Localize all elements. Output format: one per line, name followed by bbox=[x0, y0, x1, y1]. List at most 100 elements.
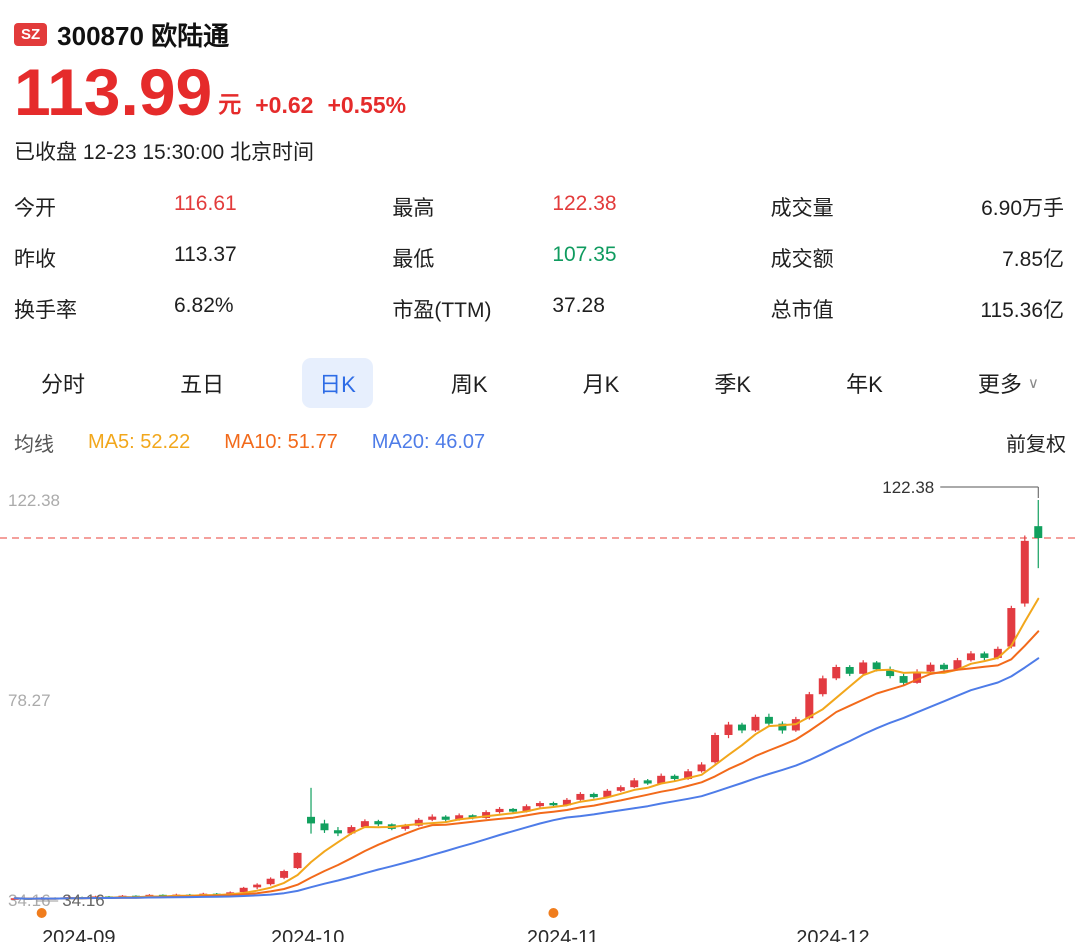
stat-label: 最低 bbox=[392, 247, 435, 271]
candle bbox=[603, 790, 612, 797]
candle bbox=[778, 723, 787, 731]
stat-label: 最高 bbox=[392, 196, 435, 220]
ma5-line bbox=[13, 597, 1040, 900]
candle bbox=[832, 666, 841, 679]
stat-value: 116.61 bbox=[174, 191, 237, 215]
event-marker-dot[interactable] bbox=[36, 907, 47, 918]
candles bbox=[10, 499, 1043, 900]
tab-weekly-k[interactable]: 周K bbox=[450, 371, 488, 397]
x-axis-label: 2024-09 bbox=[42, 926, 116, 942]
stats-grid: 今开 116.61 最高 122.38 成交量 6.90万手 昨收 113.37… bbox=[0, 166, 1080, 324]
candle bbox=[670, 775, 679, 779]
price-change-percent: +0.55% bbox=[327, 91, 407, 118]
tab-more[interactable]: 更多 ∨ bbox=[961, 358, 1056, 408]
ma5-value: MA5: 52.22 bbox=[88, 430, 191, 453]
candle bbox=[549, 802, 558, 805]
low-annotation-label: 34.16 bbox=[62, 891, 105, 910]
candle bbox=[333, 829, 342, 834]
candle bbox=[535, 802, 544, 806]
tab-more-label: 更多 bbox=[977, 371, 1022, 397]
stat-high: 最高 122.38 bbox=[392, 192, 685, 222]
ma-legend: 均线 MA5: 52.22 MA10: 51.77 MA20: 46.07 前复… bbox=[0, 428, 1080, 457]
candle bbox=[684, 770, 693, 779]
quote-row: 113.99 元 +0.62 +0.55% bbox=[0, 53, 1080, 125]
candle bbox=[576, 793, 585, 800]
x-axis-labels: 2024-09 2024-10 2024-11 2024-12 bbox=[0, 925, 1080, 942]
candle bbox=[562, 799, 571, 805]
stat-pe-ttm: 市盈(TTM) 37.28 bbox=[392, 294, 685, 324]
candle bbox=[455, 814, 464, 820]
stat-prev-close: 昨收 113.37 bbox=[14, 243, 307, 273]
candle bbox=[522, 805, 531, 812]
candle bbox=[737, 724, 746, 731]
high-annotation-label: 122.38 bbox=[882, 478, 934, 497]
candle bbox=[495, 808, 504, 812]
tab-yearly-k[interactable]: 年K bbox=[846, 371, 883, 397]
candle bbox=[697, 764, 706, 771]
stock-header: SZ 300870 欧陆通 bbox=[0, 0, 1080, 53]
candle bbox=[711, 734, 720, 762]
price-unit: 元 bbox=[218, 90, 242, 117]
ma-prefix-label: 均线 bbox=[14, 433, 54, 456]
candle bbox=[845, 666, 854, 674]
stat-label: 成交额 bbox=[770, 247, 834, 271]
candle bbox=[872, 662, 881, 669]
stat-market-cap: 总市值 115.36亿 bbox=[771, 294, 1064, 324]
stat-amount: 成交额 7.85亿 bbox=[771, 243, 1064, 273]
candle bbox=[616, 786, 625, 791]
candle bbox=[966, 653, 975, 660]
candle bbox=[953, 659, 962, 669]
tab-minute[interactable]: 分时 bbox=[41, 371, 86, 397]
candle bbox=[1034, 525, 1043, 538]
chart-period-tabs: 分时 五日 日K 周K 月K 季K 年K 更多 ∨ bbox=[0, 357, 1080, 408]
candle bbox=[764, 716, 773, 724]
candle bbox=[589, 793, 598, 797]
stock-title: 300870 欧陆通 bbox=[57, 21, 230, 51]
ma20-value: MA20: 46.07 bbox=[371, 430, 486, 453]
stat-label: 总市值 bbox=[770, 298, 834, 322]
stat-label: 换手率 bbox=[14, 298, 77, 322]
candle bbox=[1007, 607, 1016, 647]
stat-label: 成交量 bbox=[770, 196, 834, 220]
event-marker-dot[interactable] bbox=[548, 907, 559, 918]
candle bbox=[280, 870, 289, 878]
kline-chart[interactable]: 122.38 78.27 34.16 122.38 34.16 bbox=[0, 465, 1080, 925]
candle bbox=[939, 664, 948, 669]
exchange-badge: SZ bbox=[14, 23, 48, 46]
chevron-down-icon: ∨ bbox=[1027, 374, 1039, 392]
stat-value: 37.28 bbox=[552, 293, 605, 317]
stat-turnover-rate: 换手率 6.82% bbox=[14, 294, 307, 324]
x-axis-label: 2024-11 bbox=[526, 926, 599, 942]
candle bbox=[360, 820, 369, 827]
adjust-mode-button[interactable]: 前复权 bbox=[1006, 433, 1066, 456]
candle bbox=[414, 819, 423, 826]
stat-value: 115.36亿 bbox=[980, 298, 1064, 322]
candle bbox=[751, 716, 760, 731]
stat-value: 113.37 bbox=[174, 242, 237, 266]
candle bbox=[293, 852, 302, 868]
candle bbox=[482, 811, 491, 818]
stat-label: 市盈(TTM) bbox=[392, 298, 492, 322]
candle bbox=[980, 653, 989, 658]
tab-5day[interactable]: 五日 bbox=[180, 371, 225, 397]
candle bbox=[630, 780, 639, 787]
candle bbox=[253, 884, 262, 888]
candle bbox=[805, 693, 814, 718]
stat-label: 昨收 bbox=[14, 247, 56, 271]
candle bbox=[886, 668, 895, 676]
stat-label: 今开 bbox=[14, 196, 56, 220]
candle bbox=[401, 825, 410, 829]
x-axis-label: 2024-10 bbox=[271, 926, 345, 942]
candle bbox=[1020, 540, 1029, 604]
price-change: +0.62 bbox=[255, 91, 314, 118]
stat-low: 最低 107.35 bbox=[392, 243, 685, 273]
candle bbox=[899, 675, 908, 683]
tab-monthly-k[interactable]: 月K bbox=[582, 371, 620, 397]
candle bbox=[320, 823, 329, 830]
y-axis-labels: 122.38 78.27 34.16 bbox=[8, 491, 60, 910]
tab-daily-k[interactable]: 日K bbox=[302, 357, 373, 408]
stat-open: 今开 116.61 bbox=[14, 192, 307, 222]
tab-quarterly-k[interactable]: 季K bbox=[714, 371, 752, 397]
stat-value: 107.35 bbox=[552, 242, 617, 266]
ma20-line bbox=[13, 656, 1040, 900]
